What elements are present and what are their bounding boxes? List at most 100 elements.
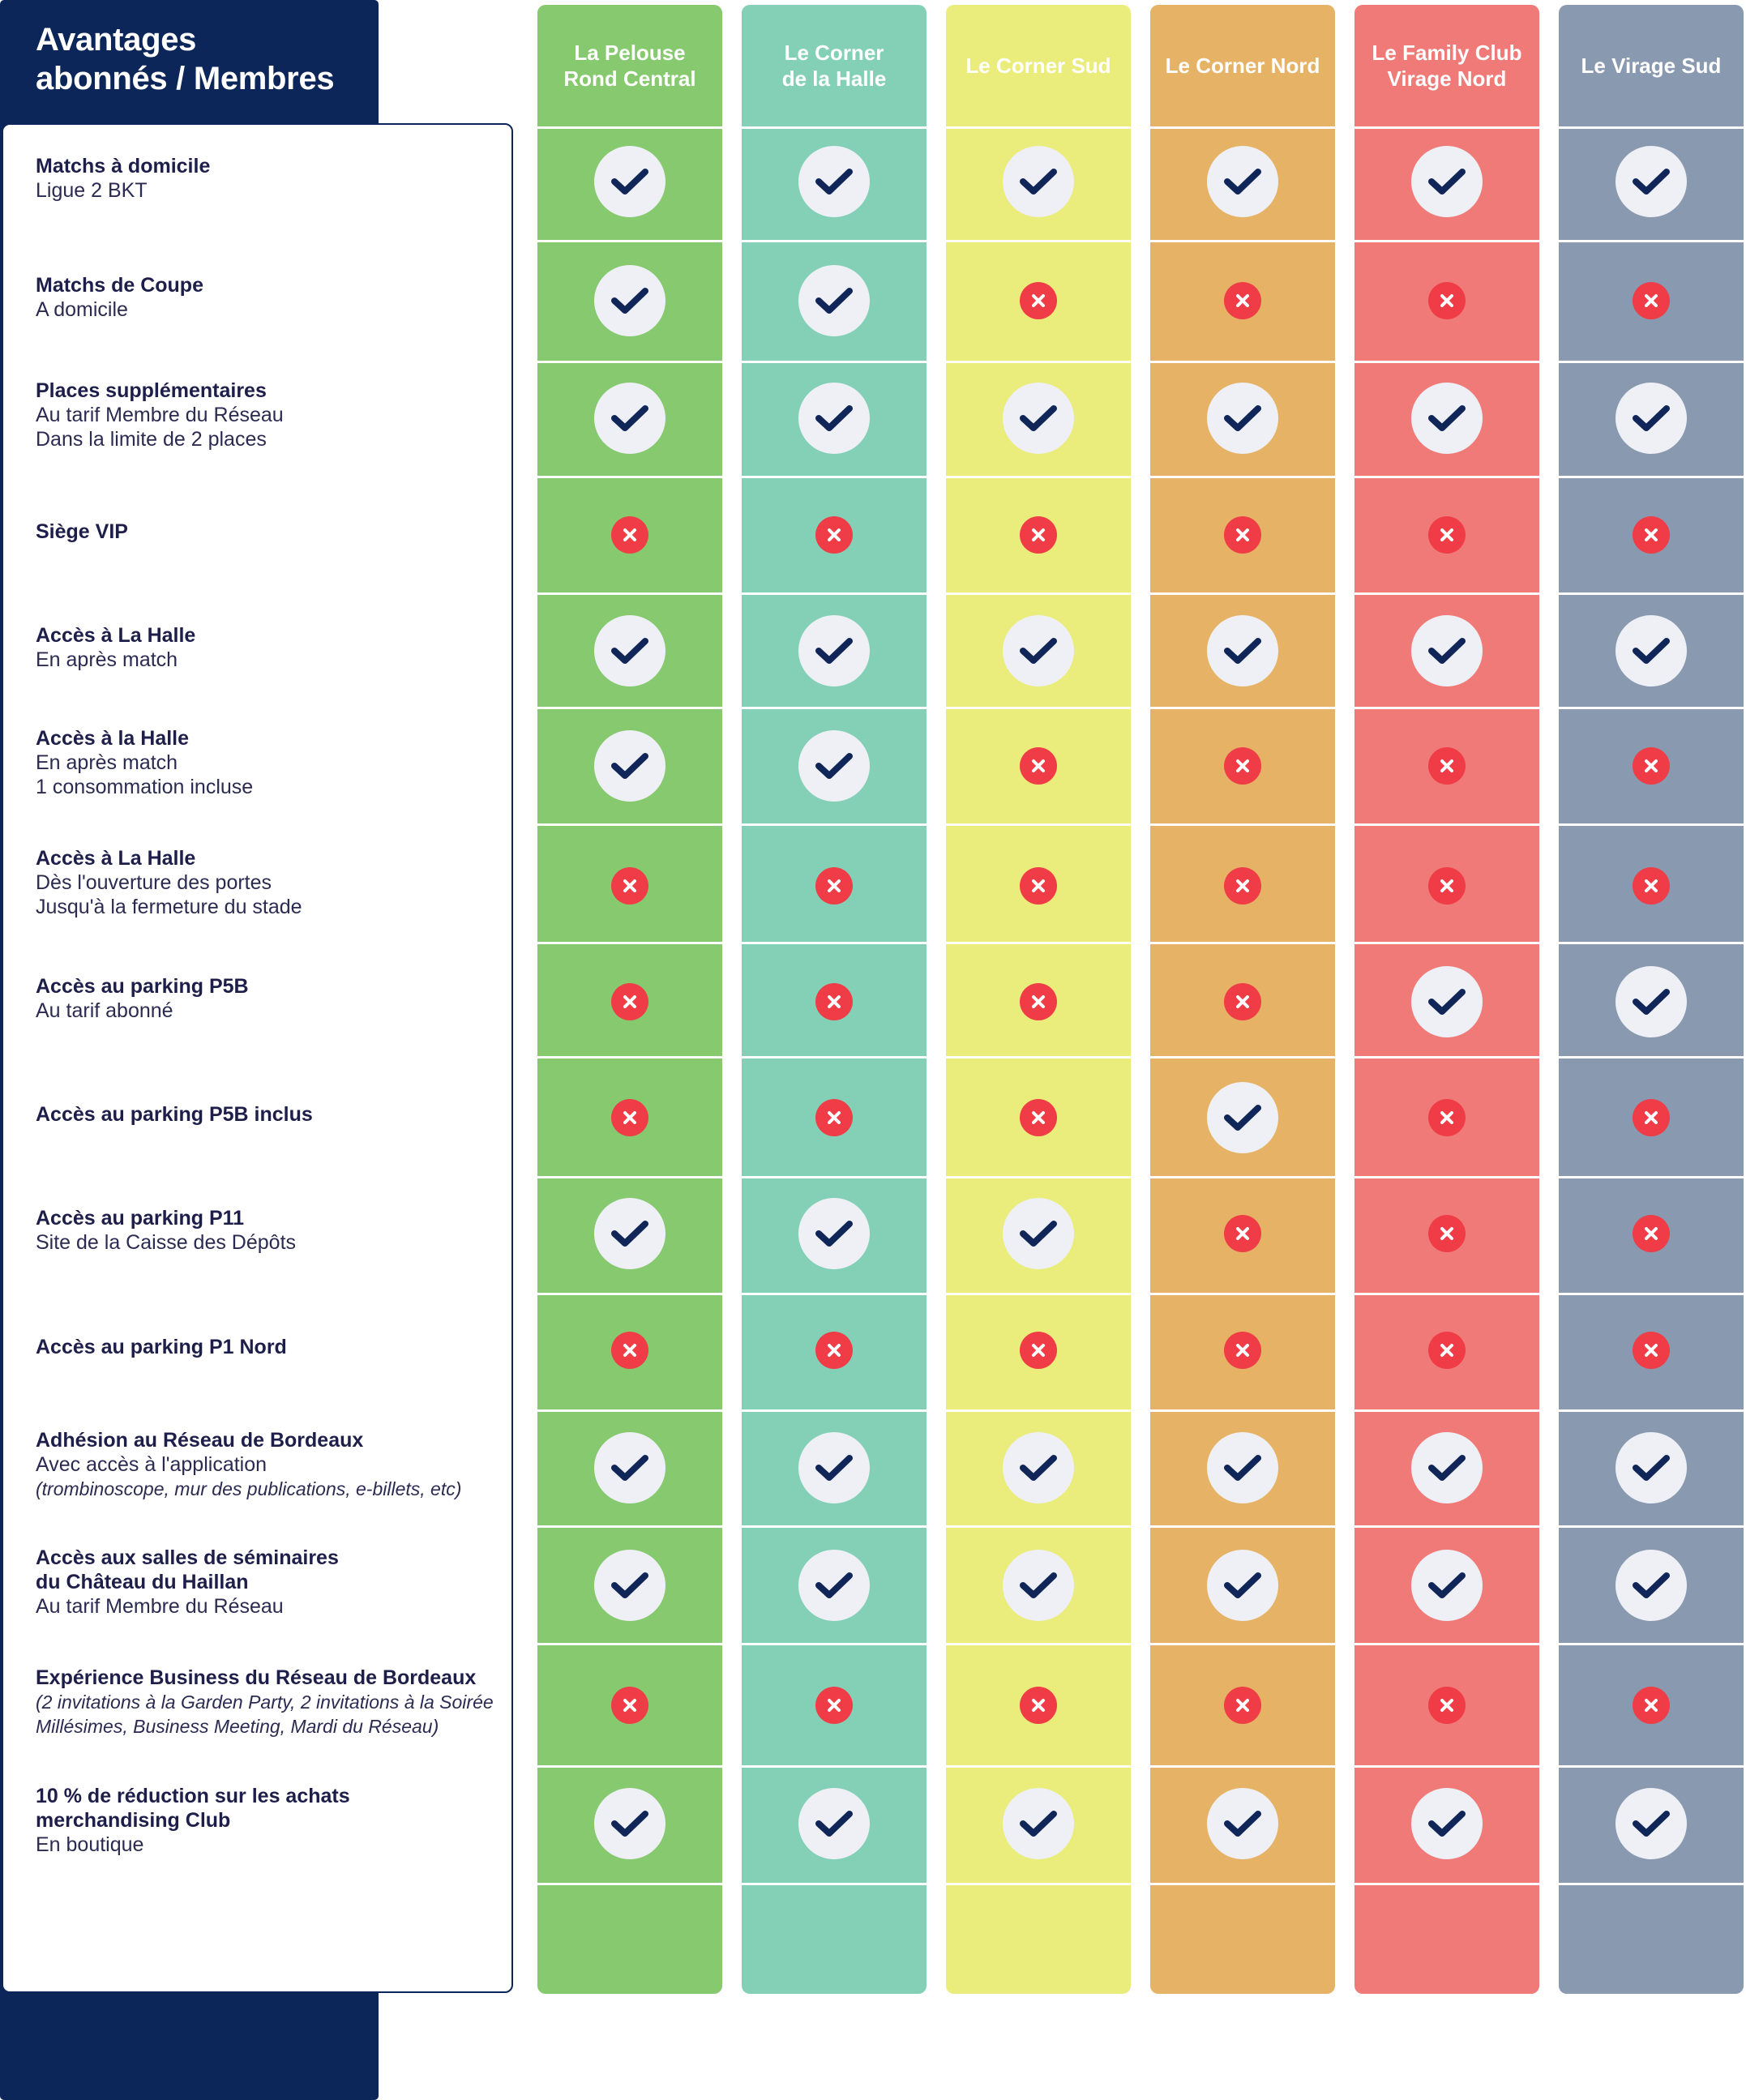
benefit-label: Accès à La Halle Dès l'ouverture des port… xyxy=(36,846,514,919)
check-icon xyxy=(798,1788,870,1859)
cross-icon xyxy=(1633,1099,1670,1136)
check-icon xyxy=(1207,615,1278,686)
check-icon xyxy=(1207,1550,1278,1621)
cross-icon xyxy=(611,1332,648,1369)
benefit-subtitle: Au tarif abonné xyxy=(36,999,173,1022)
column-header: Le Corner de la Halle xyxy=(781,41,887,91)
check-icon xyxy=(798,146,870,217)
benefit-title: Accès au parking P1 Nord xyxy=(36,1336,287,1358)
check-icon xyxy=(798,1432,870,1503)
check-icon xyxy=(1411,383,1483,454)
cross-icon xyxy=(1224,1215,1261,1252)
cross-icon xyxy=(815,1332,853,1369)
benefit-label: Siège VIP xyxy=(36,520,514,544)
benefit-subtitle: Ligue 2 BKT xyxy=(36,179,148,202)
cross-icon xyxy=(1020,1099,1057,1136)
benefit-subtitle: Avec accès à l'application xyxy=(36,1453,267,1476)
benefit-label: Accès au parking P11 Site de la Caisse de… xyxy=(36,1206,514,1255)
benefit-title: 10 % de réduction sur les achats merchan… xyxy=(36,1785,350,1832)
benefit-label: Accès aux salles de séminaires du Châtea… xyxy=(36,1546,514,1619)
benefit-subtitle: En après match 1 consommation incluse xyxy=(36,751,254,798)
check-icon xyxy=(1411,966,1483,1037)
check-icon xyxy=(1411,1432,1483,1503)
benefit-subtitle: Au tarif Membre du Réseau Dans la limite… xyxy=(36,404,284,451)
column-header: Le Corner Nord xyxy=(1165,53,1320,78)
benefit-subtitle: Site de la Caisse des Dépôts xyxy=(36,1231,297,1254)
check-icon xyxy=(594,146,665,217)
cross-icon xyxy=(1224,282,1261,319)
row-divider xyxy=(512,1293,1746,1295)
cross-icon xyxy=(1224,983,1261,1020)
cross-icon xyxy=(1020,747,1057,785)
benefit-label: Accès à La Halle En après match xyxy=(36,623,514,672)
row-divider xyxy=(512,823,1746,826)
check-icon xyxy=(1411,146,1483,217)
check-icon xyxy=(1003,615,1074,686)
cross-icon xyxy=(815,983,853,1020)
cross-icon xyxy=(611,1687,648,1724)
column-header: La Pelouse Rond Central xyxy=(563,41,696,91)
check-icon xyxy=(1615,1432,1687,1503)
check-icon xyxy=(594,265,665,336)
check-icon xyxy=(594,730,665,802)
check-icon xyxy=(798,1198,870,1269)
benefit-title: Matchs de Coupe xyxy=(36,274,203,297)
check-icon xyxy=(594,615,665,686)
cross-icon xyxy=(1224,747,1261,785)
cross-icon xyxy=(815,1099,853,1136)
cross-icon xyxy=(815,1687,853,1724)
cross-icon xyxy=(815,516,853,554)
check-icon xyxy=(1003,383,1074,454)
check-icon xyxy=(1003,1198,1074,1269)
page-title: Avantages abonnés / Membres xyxy=(36,22,335,96)
check-icon xyxy=(1003,146,1074,217)
cross-icon xyxy=(1020,282,1057,319)
cross-icon xyxy=(1020,516,1057,554)
check-icon xyxy=(1207,383,1278,454)
check-icon xyxy=(1615,1550,1687,1621)
cross-icon xyxy=(1020,1687,1057,1724)
benefit-label: Matchs de Coupe A domicile xyxy=(36,273,514,322)
check-icon xyxy=(594,1550,665,1621)
check-icon xyxy=(1207,146,1278,217)
benefit-title: Accès au parking P11 xyxy=(36,1207,245,1230)
row-divider xyxy=(512,1176,1746,1178)
check-icon xyxy=(1411,1788,1483,1859)
cross-icon xyxy=(1633,1215,1670,1252)
benefit-note: (trombinoscope, mur des publications, e-… xyxy=(36,1478,462,1499)
benefit-label: Accès au parking P5B inclus xyxy=(36,1102,514,1127)
cross-icon xyxy=(611,983,648,1020)
row-divider xyxy=(512,1525,1746,1528)
check-icon xyxy=(1003,1432,1074,1503)
cross-icon xyxy=(815,867,853,905)
cross-icon xyxy=(1633,516,1670,554)
cross-icon xyxy=(611,516,648,554)
cross-icon xyxy=(1224,867,1261,905)
column-header: Le Corner Sud xyxy=(965,53,1111,78)
check-icon xyxy=(798,383,870,454)
cross-icon xyxy=(1633,747,1670,785)
cross-icon xyxy=(611,867,648,905)
benefit-title: Adhésion au Réseau de Bordeaux xyxy=(36,1429,364,1452)
cross-icon xyxy=(1428,747,1466,785)
benefit-title: Accès à la Halle xyxy=(36,727,190,750)
row-divider xyxy=(512,707,1746,709)
check-icon xyxy=(1003,1550,1074,1621)
check-icon xyxy=(1615,615,1687,686)
check-icon xyxy=(1207,1082,1278,1153)
cross-icon xyxy=(1224,1332,1261,1369)
check-icon xyxy=(798,265,870,336)
benefit-note: (2 invitations à la Garden Party, 2 invi… xyxy=(36,1692,494,1737)
benefit-title: Accès à La Halle xyxy=(36,847,196,870)
cross-icon xyxy=(1633,1332,1670,1369)
row-divider xyxy=(512,1056,1746,1059)
check-icon xyxy=(1615,966,1687,1037)
benefit-label: Expérience Business du Réseau de Bordeau… xyxy=(36,1666,514,1739)
column-header: Le Virage Sud xyxy=(1581,53,1722,78)
cross-icon xyxy=(1428,1332,1466,1369)
benefit-subtitle: Dès l'ouverture des portes Jusqu'à la fe… xyxy=(36,871,302,918)
check-icon xyxy=(1207,1788,1278,1859)
benefit-label: Accès au parking P5B Au tarif abonné xyxy=(36,974,514,1023)
check-icon xyxy=(594,383,665,454)
benefit-title: Accès à La Halle xyxy=(36,624,196,647)
